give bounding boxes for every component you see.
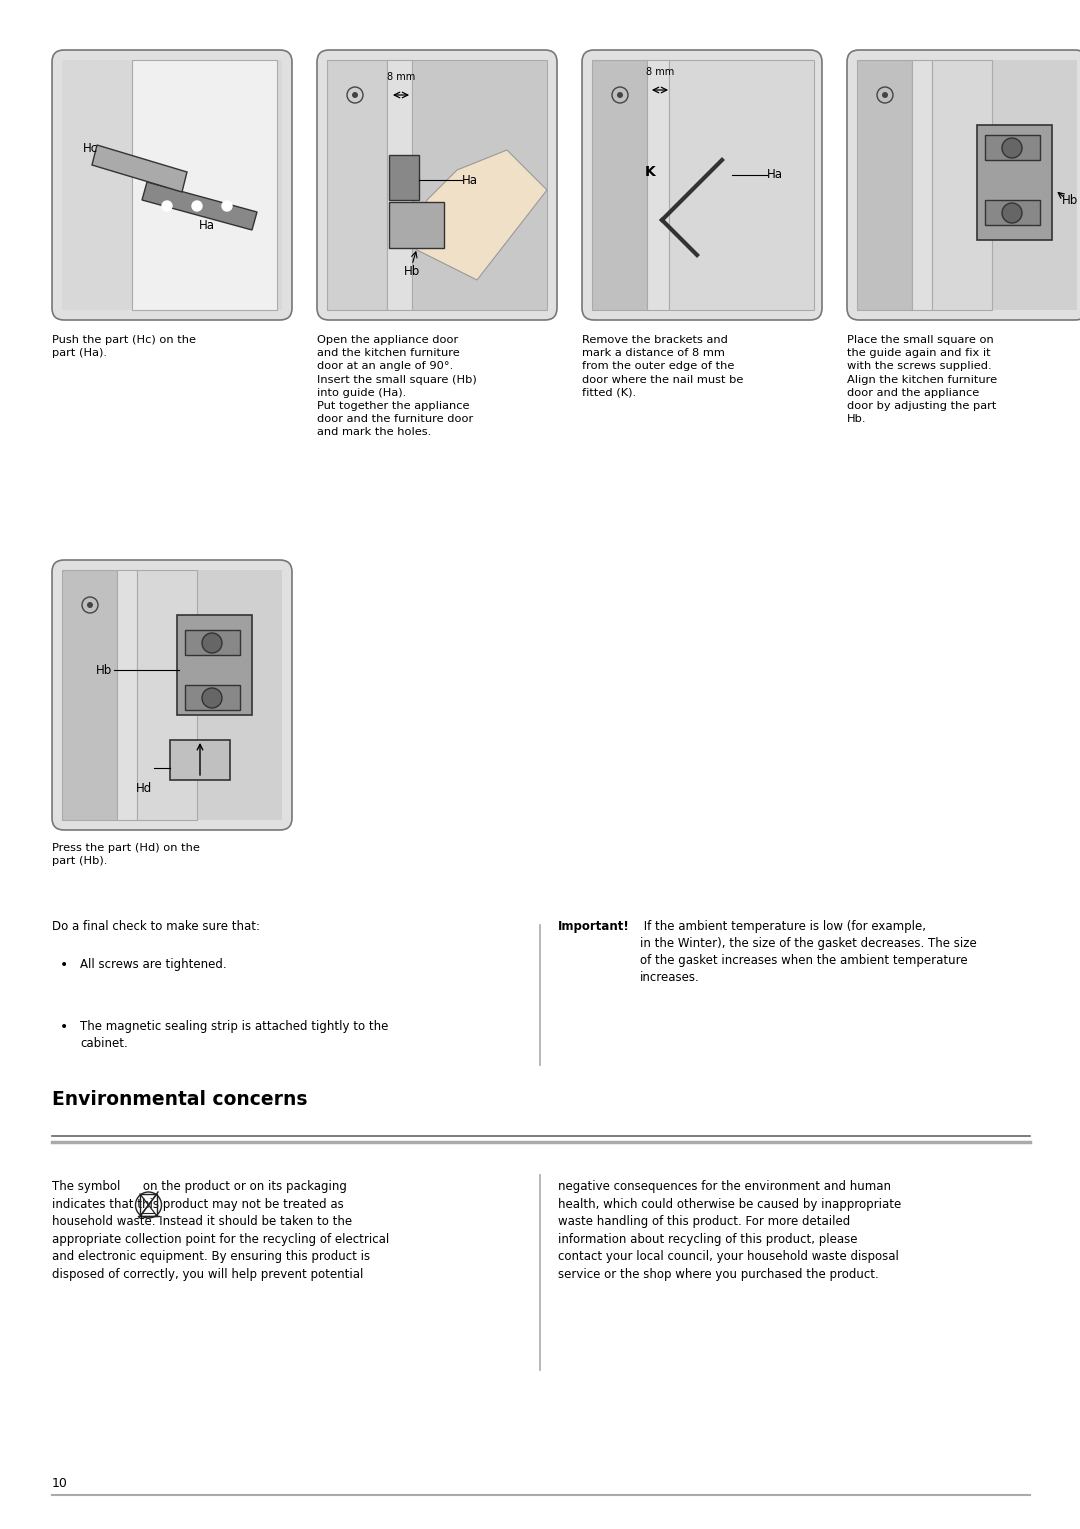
Text: 8 mm: 8 mm [646,67,674,76]
Text: Hb: Hb [1062,194,1078,206]
Text: 8 mm: 8 mm [387,72,415,83]
Text: Ha: Ha [767,168,783,182]
Bar [912,60,932,310]
Bar [62,570,117,820]
Bar [985,200,1040,225]
Text: Do a final check to make sure that:: Do a final check to make sure that: [52,920,260,933]
Text: K: K [645,165,656,179]
Bar [985,135,1040,161]
Circle shape [87,602,93,609]
Circle shape [1002,138,1022,157]
Bar [177,615,252,716]
Bar [185,630,240,654]
Text: negative consequences for the environment and human
health, which could otherwis: negative consequences for the environmen… [558,1180,901,1280]
Circle shape [192,200,202,211]
Bar [932,60,993,310]
Text: •: • [60,1020,68,1034]
Text: If the ambient temperature is low (for example,
in the Winter), the size of the : If the ambient temperature is low (for e… [640,920,976,985]
Circle shape [352,92,357,98]
Bar [137,570,197,820]
Bar [389,202,444,248]
Text: All screws are tightened.: All screws are tightened. [80,959,227,971]
Text: Place the small square on
the guide again and fix it
with the screws supplied.
A: Place the small square on the guide agai… [847,335,997,424]
Text: •: • [60,959,68,972]
Text: Press the part (Hd) on the
part (Hb).: Press the part (Hd) on the part (Hb). [52,842,200,867]
Bar [170,740,230,780]
Circle shape [882,92,888,98]
Bar [62,570,282,820]
Bar [327,60,387,310]
Circle shape [1002,203,1022,223]
Bar [411,60,546,310]
Circle shape [202,633,222,653]
Text: Hd: Hd [136,781,152,795]
Bar [858,60,912,310]
Bar [592,60,647,310]
Circle shape [617,92,623,98]
Circle shape [222,200,232,211]
Circle shape [162,200,172,211]
Bar [647,60,669,310]
Bar [327,60,546,310]
Circle shape [202,688,222,708]
Bar [669,60,814,310]
Text: Hb: Hb [96,664,112,676]
Polygon shape [141,182,257,229]
Polygon shape [92,145,187,193]
Bar [592,60,812,310]
Text: Push the part (Hc) on the
part (Ha).: Push the part (Hc) on the part (Ha). [52,335,195,358]
Bar [977,125,1052,240]
Bar [117,570,137,820]
Text: Ha: Ha [199,219,215,232]
Text: The magnetic sealing strip is attached tightly to the
cabinet.: The magnetic sealing strip is attached t… [80,1020,389,1050]
Polygon shape [417,150,546,280]
Bar [62,60,282,310]
Bar [140,1194,157,1216]
Bar [185,685,240,709]
Text: Remove the brackets and
mark a distance of 8 mm
from the outer edge of the
door : Remove the brackets and mark a distance … [582,335,743,398]
Text: Ha: Ha [462,173,478,187]
Text: Environmental concerns: Environmental concerns [52,1090,308,1109]
FancyBboxPatch shape [52,50,292,320]
Text: Hb: Hb [404,265,420,278]
Text: Important!: Important! [558,920,630,933]
FancyBboxPatch shape [318,50,557,320]
Bar [858,60,1077,310]
Text: 10: 10 [52,1477,68,1489]
FancyBboxPatch shape [847,50,1080,320]
Text: Open the appliance door
and the kitchen furniture
door at an angle of 90°.
Inser: Open the appliance door and the kitchen … [318,335,476,437]
FancyBboxPatch shape [582,50,822,320]
FancyBboxPatch shape [52,560,292,830]
Text: The symbol      on the product or on its packaging
indicates that this product m: The symbol on the product or on its pack… [52,1180,389,1280]
Bar [132,60,276,310]
Bar [389,154,419,200]
Bar [387,60,411,310]
Text: Hc: Hc [82,142,97,154]
